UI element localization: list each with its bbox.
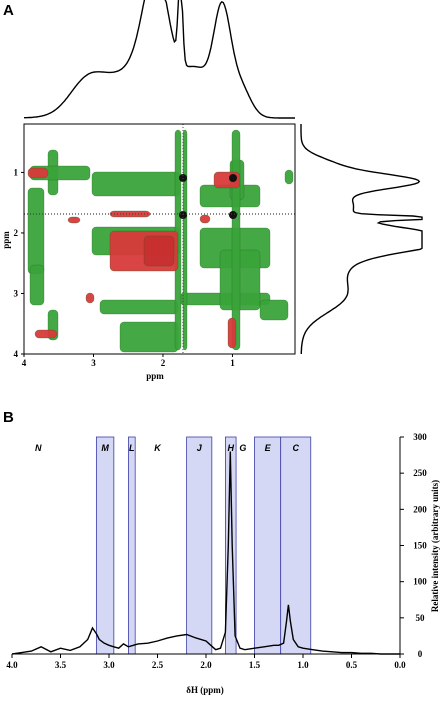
spectrum-x-ticks: 4.0 3.5 3.0 2.5 2.0 1.5 1.0 0.5 0.0 <box>6 654 406 670</box>
contour-blob <box>34 329 58 339</box>
contour-blob <box>199 214 211 224</box>
contour-blob <box>67 216 81 224</box>
contour-peak <box>229 174 237 182</box>
spectrum-y-tick-label: 300 <box>413 432 427 442</box>
spectrum-x-tick-label: 2.0 <box>200 660 212 670</box>
spectrum-x-tick-label: 1.0 <box>297 660 309 670</box>
region-label: G <box>239 443 246 453</box>
map-x-ticks: 4 3 2 1 <box>22 354 235 368</box>
map-x-tick-label: 3 <box>91 358 96 368</box>
top-projection-trace <box>24 0 295 119</box>
spectrum-x-tick-label: 0.0 <box>394 660 406 670</box>
map-y-ticks: 1 2 3 4 <box>14 167 24 359</box>
spectrum-chart: 4.0 3.5 3.0 2.5 2.0 1.5 1.0 0.5 0.0 0 50 100 150 200… <box>6 432 440 695</box>
map-y-tick-label: 3 <box>14 288 19 298</box>
region-label: L <box>129 443 135 453</box>
region-label: M <box>101 443 109 453</box>
region-band <box>254 436 282 655</box>
region-band <box>186 436 213 655</box>
map-y-tick-label: 1 <box>14 167 19 177</box>
region-label: H <box>227 443 234 453</box>
region-label: E <box>265 443 272 453</box>
spectrum-x-tick-label: 1.5 <box>249 660 261 670</box>
projection-traces <box>24 0 423 354</box>
contour-blob <box>182 129 188 351</box>
region-band <box>280 436 312 655</box>
contour-blob <box>284 169 294 185</box>
map-y-tick-label: 4 <box>14 349 19 359</box>
contour-blob <box>27 187 45 275</box>
region-label: C <box>292 443 299 453</box>
region-band <box>95 436 115 655</box>
contour-blob <box>91 171 181 197</box>
region-bands <box>95 436 312 655</box>
spectrum-y-tick-label: 150 <box>413 541 427 551</box>
spectrum-y-tick-label: 0 <box>418 649 423 659</box>
region-label: N <box>35 443 42 453</box>
contour-blob <box>85 292 95 304</box>
spectrum-x-tick-label: 4.0 <box>6 660 18 670</box>
map-y-tick-label: 2 <box>14 228 19 238</box>
correlation-map-chart: 4 3 2 1 1 2 3 4 ppm ppm <box>1 0 423 381</box>
spectrum-x-axis-label: δH (ppm) <box>186 685 223 695</box>
spectrum-y-tick-label: 200 <box>413 504 427 514</box>
contour-blob <box>259 299 289 321</box>
map-x-axis-label: ppm <box>146 371 164 381</box>
contour-blob <box>27 167 49 179</box>
panel-b-label: B <box>3 409 14 426</box>
map-x-tick-label: 2 <box>161 358 166 368</box>
contour-blob <box>119 321 179 353</box>
spectrum-y-tick-label: 50 <box>416 613 426 623</box>
contour-layer <box>24 124 295 354</box>
spectrum-x-tick-label: 3.0 <box>103 660 115 670</box>
spectrum-x-tick-label: 2.5 <box>152 660 164 670</box>
spectrum-trace <box>11 451 400 655</box>
spectrum-y-axis-label: Relative intensity (arbitrary units) <box>430 480 440 612</box>
contour-blob <box>29 264 45 306</box>
map-y-axis-label: ppm <box>1 231 11 249</box>
region-labels: M L J H E CN K G <box>35 443 300 453</box>
spectrum-y-tick-label: 250 <box>413 468 427 478</box>
contour-blob <box>231 129 241 351</box>
map-x-tick-label: 4 <box>22 358 27 368</box>
contour-peak <box>229 211 237 219</box>
spectrum-x-tick-label: 0.5 <box>346 660 358 670</box>
contour-blob <box>227 317 237 349</box>
contour-blob <box>143 235 175 267</box>
panel-a-label: A <box>3 2 14 19</box>
map-frame <box>23 123 296 355</box>
spectrum-x-tick-label: 3.5 <box>55 660 67 670</box>
side-projection-trace <box>300 124 423 354</box>
region-label: K <box>154 443 162 453</box>
region-label: J <box>197 443 203 453</box>
spectrum-y-ticks: 0 50 100 150 200 250 300 <box>400 432 427 659</box>
region-band <box>127 436 136 655</box>
map-x-tick-label: 1 <box>230 358 235 368</box>
contour-blob <box>99 299 179 315</box>
spectrum-y-tick-label: 100 <box>413 577 427 587</box>
